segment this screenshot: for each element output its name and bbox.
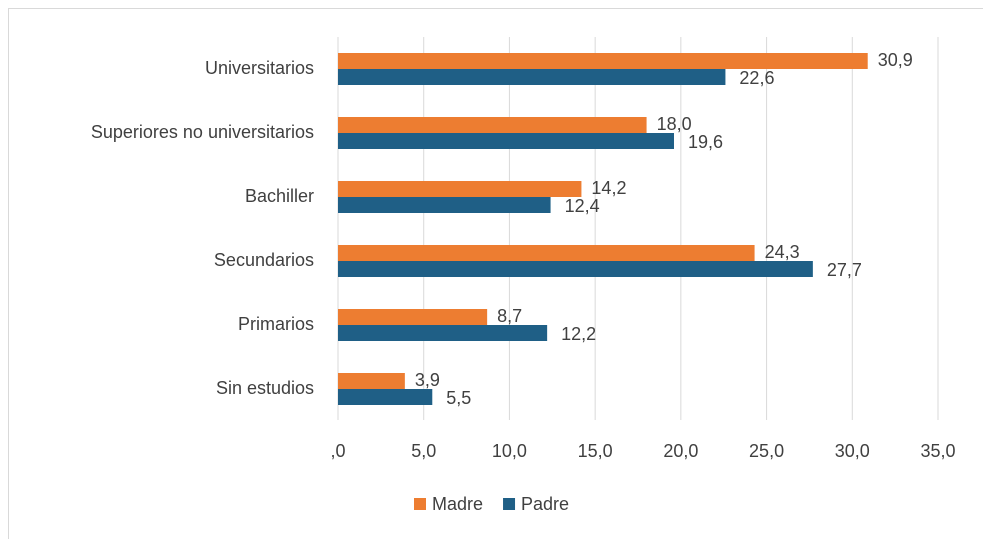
x-tick-label: 25,0: [749, 441, 784, 461]
value-label: 24,3: [765, 242, 800, 262]
value-label: 12,4: [565, 196, 600, 216]
x-tick-label: 30,0: [835, 441, 870, 461]
y-tick-label: Primarios: [238, 314, 314, 334]
bar: [338, 197, 551, 213]
legend-swatch: [414, 498, 426, 510]
y-tick-label: Sin estudios: [216, 378, 314, 398]
y-tick-label: Secundarios: [214, 250, 314, 270]
value-label: 22,6: [739, 68, 774, 88]
value-label: 27,7: [827, 260, 862, 280]
bar: [338, 389, 433, 405]
value-label: 30,9: [878, 50, 913, 70]
bar: [338, 373, 405, 389]
legend-swatch: [503, 498, 516, 510]
value-label: 12,2: [561, 324, 596, 344]
bar: [338, 133, 674, 149]
y-tick-label: Bachiller: [245, 186, 314, 206]
x-tick-label: 5,0: [411, 441, 436, 461]
value-label: 19,6: [688, 132, 723, 152]
legend-label: Madre: [432, 494, 483, 514]
bar: [338, 245, 755, 261]
x-tick-label: 35,0: [920, 441, 955, 461]
bar: [338, 325, 548, 341]
bar: [338, 117, 647, 133]
value-label: 5,5: [446, 388, 471, 408]
x-tick-label: ,0: [330, 441, 345, 461]
value-label: 14,2: [591, 178, 626, 198]
x-tick-label: 15,0: [578, 441, 613, 461]
bar: [338, 181, 582, 197]
bar: [338, 69, 726, 85]
value-label: 18,0: [657, 114, 692, 134]
chart-frame: [8, 8, 983, 539]
x-tick-label: 20,0: [663, 441, 698, 461]
bar: [338, 53, 868, 69]
y-tick-label: Superiores no universitarios: [91, 122, 314, 142]
value-label: 3,9: [415, 370, 440, 390]
bar: [338, 309, 488, 325]
y-tick-label: Universitarios: [205, 58, 314, 78]
x-tick-label: 10,0: [492, 441, 527, 461]
bar: [338, 261, 813, 277]
value-label: 8,7: [497, 306, 522, 326]
legend-label: Padre: [521, 494, 569, 514]
